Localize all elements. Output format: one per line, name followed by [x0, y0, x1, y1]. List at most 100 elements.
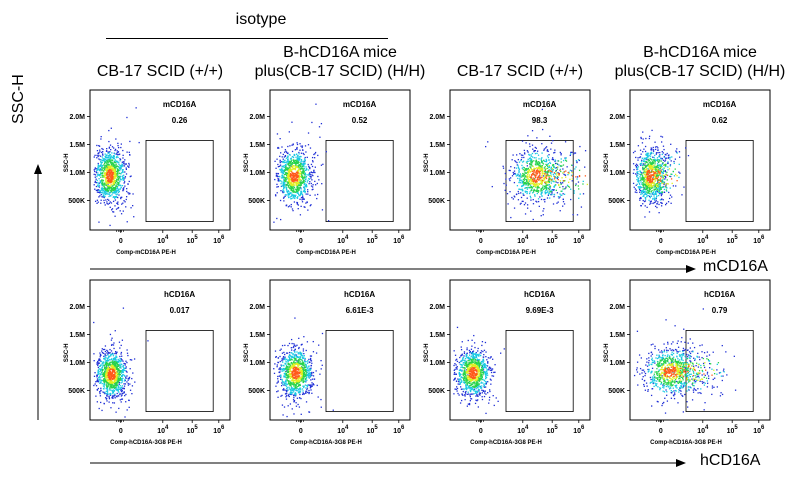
y-tick-label: 500K — [608, 388, 625, 395]
y-tick-label: 1.0M — [249, 170, 265, 177]
y-tick-label: 2.0M — [249, 114, 265, 121]
x-tick-label: 0 — [119, 428, 123, 435]
flow-plot: mCD16A 98.3 2.0M 1.5M 1.0M 500K SSC-H 0 104 105 10… — [424, 89, 591, 256]
x-axis-arrow-bottom — [90, 459, 686, 467]
event-cloud — [273, 317, 334, 418]
y-axis-title: SSC-H — [604, 343, 610, 362]
x-axis-arrow-top — [90, 265, 696, 273]
column-header-4-line1: B-hCD16A mice — [643, 44, 757, 61]
y-tick-label: 1.0M — [69, 360, 85, 367]
x-tick-label: 104 — [517, 425, 529, 435]
gate-value: 9.69E-3 — [526, 306, 555, 315]
y-tick-label: 2.0M — [609, 114, 625, 121]
y-axis-title: SSC-H — [424, 343, 430, 362]
gate-rectangle — [145, 140, 214, 222]
column-header-3-line2: CB-17 SCID (+/+) — [456, 63, 584, 80]
y-tick-label: 1.0M — [69, 170, 85, 177]
y-axis-title: SSC-H — [244, 343, 250, 362]
event-cloud — [93, 107, 140, 227]
x-tick-label: 104 — [337, 235, 349, 245]
y-axis-title: SSC-H — [244, 153, 250, 172]
gate-value: 98.3 — [532, 116, 548, 125]
column-header-2-line2: plus(CB-17 SCID) (H/H) — [254, 63, 426, 80]
plot-frame — [89, 279, 231, 421]
y-tick-label: 2.0M — [429, 304, 445, 311]
y-axis-title: SSC-H — [424, 153, 430, 172]
flow-plot: mCD16A 0.52 2.0M 1.5M 1.0M 500K SSC-H 0 104 105 10… — [244, 89, 411, 256]
y-tick-label: 1.5M — [69, 142, 85, 149]
x-tick-label: 0 — [479, 238, 483, 245]
gate-label: hCD16A — [344, 290, 375, 299]
event-cloud — [485, 108, 589, 221]
y-tick-label: 1.0M — [609, 170, 625, 177]
gate-label: mCD16A — [163, 100, 197, 109]
event-cloud — [633, 308, 737, 414]
y-tick-label: 1.0M — [609, 360, 625, 367]
gate-label: mCD16A — [523, 100, 557, 109]
event-cloud — [93, 307, 149, 418]
x-tick-label: 106 — [393, 235, 405, 245]
y-tick-label: 1.5M — [609, 142, 625, 149]
x-axis-title: Comp-hCD16A-3G8 PE-H — [470, 440, 542, 446]
x-tick-label: 105 — [367, 425, 379, 435]
isotype-underline — [106, 38, 388, 39]
gate-rectangle — [685, 330, 754, 412]
gate-label: hCD16A — [524, 290, 555, 299]
x-axis-title: Comp-hCD16A-3G8 PE-H — [650, 440, 722, 446]
x-tick-label: 104 — [157, 425, 169, 435]
column-header-4-line2: plus(CB-17 SCID) (H/H) — [614, 63, 786, 80]
x-tick-label: 0 — [299, 428, 303, 435]
x-axis-label-top: mCD16A — [703, 258, 768, 275]
plot-frame — [449, 89, 591, 231]
y-tick-label: 1.0M — [429, 360, 445, 367]
y-axis-label: SSC-H — [10, 74, 27, 124]
gate-value: 0.017 — [170, 306, 191, 315]
y-tick-label: 2.0M — [69, 114, 85, 121]
event-cloud — [453, 326, 505, 415]
y-tick-label: 1.5M — [609, 332, 625, 339]
x-tick-label: 105 — [367, 235, 379, 245]
x-axis-title: Comp-mCD16A PE-H — [476, 250, 536, 256]
isotype-label: isotype — [235, 11, 287, 28]
x-tick-label: 105 — [547, 235, 559, 245]
x-axis-title: Comp-mCD16A PE-H — [296, 250, 356, 256]
x-tick-label: 0 — [119, 238, 123, 245]
x-axis-title: Comp-mCD16A PE-H — [116, 250, 176, 256]
y-tick-label: 500K — [608, 198, 625, 205]
gate-value: 0.52 — [352, 116, 368, 125]
x-tick-label: 0 — [659, 238, 663, 245]
plot-frame — [269, 279, 411, 421]
y-tick-label: 500K — [68, 388, 85, 395]
column-header-1: CB-17 SCID (+/+) — [70, 62, 250, 81]
x-tick-label: 0 — [479, 428, 483, 435]
flow-plot: mCD16A 0.62 2.0M 1.5M 1.0M 500K SSC-H 0 104 105 10… — [604, 89, 771, 256]
y-tick-label: 1.5M — [249, 332, 265, 339]
gate-rectangle — [685, 140, 754, 222]
y-tick-label: 2.0M — [249, 304, 265, 311]
event-cloud — [632, 129, 690, 218]
y-tick-label: 500K — [248, 388, 265, 395]
x-tick-label: 106 — [573, 235, 585, 245]
x-tick-label: 105 — [547, 425, 559, 435]
gate-label: mCD16A — [343, 100, 377, 109]
plot-frame — [629, 279, 771, 421]
y-tick-label: 2.0M — [609, 304, 625, 311]
x-tick-label: 105 — [727, 235, 739, 245]
gate-value: 6.61E-3 — [346, 306, 375, 315]
column-header-3: CB-17 SCID (+/+) — [430, 62, 610, 81]
y-axis-title: SSC-H — [64, 153, 70, 172]
y-axis-title: SSC-H — [64, 343, 70, 362]
x-tick-label: 106 — [393, 425, 405, 435]
x-tick-label: 104 — [157, 235, 169, 245]
x-tick-label: 104 — [697, 235, 709, 245]
x-tick-label: 0 — [299, 238, 303, 245]
y-tick-label: 1.0M — [429, 170, 445, 177]
gate-rectangle — [505, 330, 574, 412]
flow-plot: mCD16A 0.26 2.0M 1.5M 1.0M 500K SSC-H 0 104 105 10… — [64, 89, 231, 256]
gate-rectangle — [505, 140, 574, 222]
y-tick-label: 500K — [428, 388, 445, 395]
flow-plot: hCD16A 6.61E-3 2.0M 1.5M 1.0M 500K SSC-H 0 104 10… — [244, 279, 411, 446]
gate-value: 0.79 — [712, 306, 728, 315]
flow-plot: hCD16A 0.79 2.0M 1.5M 1.0M 500K SSC-H 0 104 105 10… — [604, 279, 771, 446]
y-tick-label: 500K — [68, 198, 85, 205]
